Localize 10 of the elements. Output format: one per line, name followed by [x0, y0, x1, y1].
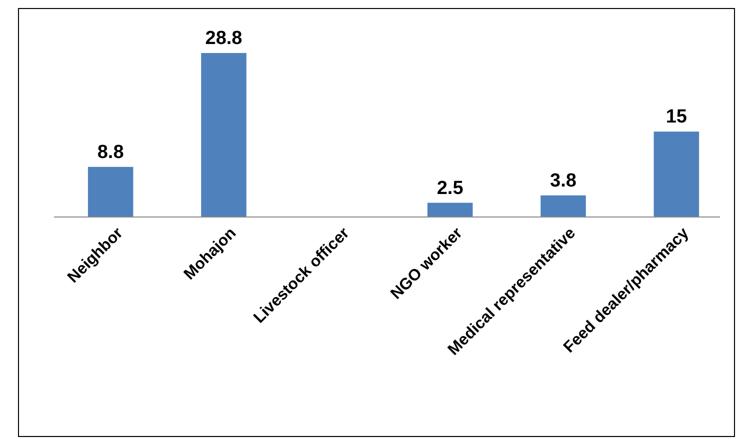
bar [201, 53, 246, 217]
bar [88, 166, 134, 217]
data-label: 15 [666, 106, 688, 128]
data-label: 8.8 [97, 142, 124, 163]
data-label: 28.8 [205, 28, 242, 49]
data-label: 3.8 [550, 170, 576, 192]
data-label: 2.5 [436, 178, 464, 199]
bar [427, 202, 473, 217]
bar [540, 195, 586, 217]
bar [654, 132, 700, 217]
